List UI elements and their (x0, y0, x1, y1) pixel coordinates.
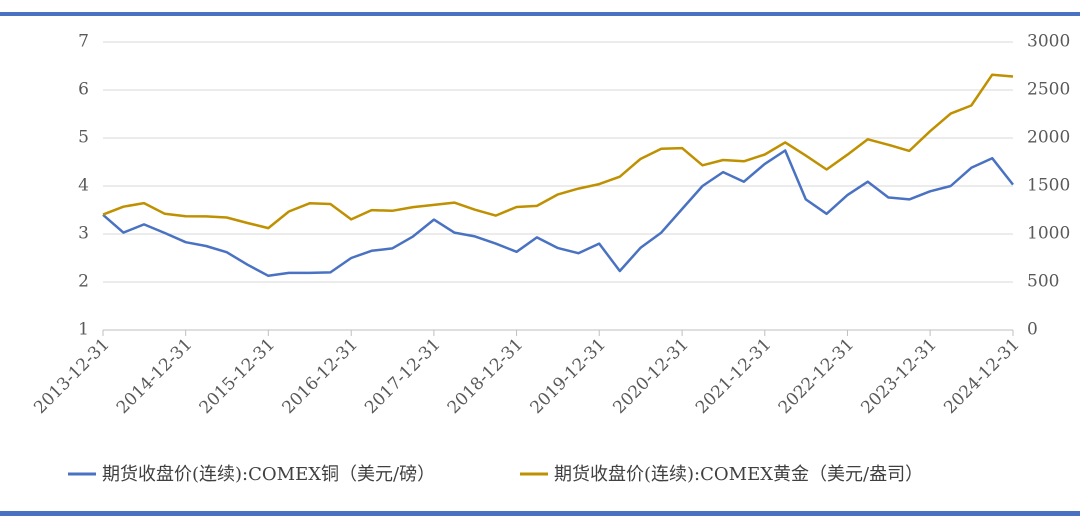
series-line (102, 149, 1014, 278)
x-tick-label: 2018-12-31 (444, 335, 527, 418)
bottom-rule (0, 511, 1080, 516)
y2-tick-label: 2500 (1027, 80, 1070, 100)
x-tick-label: 2013-12-31 (30, 335, 113, 418)
y2-tick-label: 500 (1027, 272, 1059, 292)
y-tick-label: 7 (78, 32, 89, 52)
x-tick-label: 2016-12-31 (278, 335, 361, 418)
y-tick-label: 5 (78, 128, 89, 148)
legend-label: 期货收盘价(连续):COMEX黄金（美元/盎司） (554, 464, 923, 485)
x-tick-label: 2021-12-31 (692, 335, 775, 418)
x-tick-label: 2014-12-31 (113, 335, 196, 418)
y2-tick-label: 0 (1027, 320, 1038, 340)
x-tick-label: 2022-12-31 (775, 335, 858, 418)
x-tick-label: 2015-12-31 (196, 335, 279, 418)
x-tick-label: 2019-12-31 (526, 335, 609, 418)
y-tick-label: 1 (78, 320, 89, 340)
y-tick-label: 4 (78, 176, 89, 196)
y2-tick-label: 1000 (1027, 224, 1070, 244)
series-line (102, 73, 1014, 230)
x-tick-label: 2024-12-31 (940, 335, 1023, 418)
y2-tick-label: 2000 (1027, 128, 1070, 148)
x-tick-label: 2020-12-31 (609, 335, 692, 418)
x-tick-label: 2023-12-31 (857, 335, 940, 418)
y2-tick-label: 1500 (1027, 176, 1070, 196)
y-tick-label: 2 (78, 272, 89, 292)
top-rule (0, 12, 1080, 16)
y2-tick-label: 3000 (1027, 32, 1070, 52)
y-tick-label: 3 (78, 224, 89, 244)
y-tick-label: 6 (78, 80, 89, 100)
legend-label: 期货收盘价(连续):COMEX铜（美元/磅） (102, 464, 435, 485)
x-tick-label: 2017-12-31 (361, 335, 444, 418)
